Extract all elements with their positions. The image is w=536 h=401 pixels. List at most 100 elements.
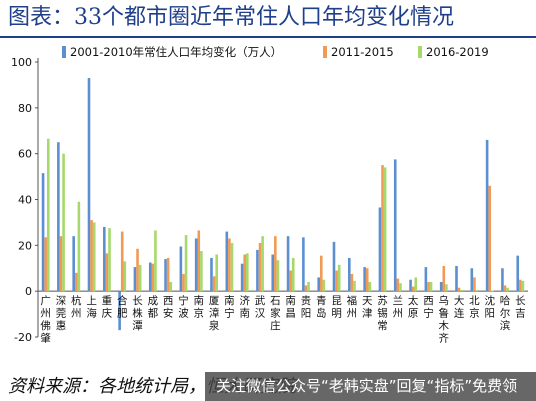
bar-series2-15 bbox=[258, 243, 262, 292]
bar-series2-17 bbox=[289, 270, 292, 292]
y-tick-label: -20 bbox=[14, 331, 32, 344]
bar-series3-12 bbox=[215, 254, 218, 292]
legend-swatch-2 bbox=[323, 46, 327, 58]
bar-series1-8 bbox=[148, 262, 152, 292]
category-label: 天津 bbox=[362, 295, 373, 320]
bar-series3-27 bbox=[445, 284, 448, 292]
bar-series2-29 bbox=[473, 277, 476, 292]
bar-series2-4 bbox=[90, 220, 93, 292]
bar-series2-23 bbox=[381, 165, 384, 292]
category-label: 西宁 bbox=[423, 295, 434, 320]
category-label: 苏锡常 bbox=[377, 294, 388, 332]
bar-series1-5 bbox=[103, 227, 106, 292]
category-label: 长吉 bbox=[515, 295, 526, 320]
bar-series3-28 bbox=[460, 290, 463, 292]
bar-series1-30 bbox=[485, 139, 489, 292]
legend-swatch-1 bbox=[62, 46, 66, 58]
bar-series2-3 bbox=[74, 272, 78, 292]
bar-series2-27 bbox=[442, 265, 446, 292]
legend-swatch-3 bbox=[418, 46, 422, 58]
legend-label-3: 2016-2019 bbox=[426, 45, 489, 59]
bar-series3-22 bbox=[368, 282, 372, 292]
category-label: 南宁 bbox=[224, 294, 235, 320]
bar-series1-17 bbox=[286, 236, 290, 292]
bar-series1-21 bbox=[348, 257, 351, 292]
bar-series2-18 bbox=[304, 285, 308, 292]
bar-series1-25 bbox=[409, 279, 412, 292]
category-label: 成都 bbox=[148, 295, 159, 320]
bar-series1-20 bbox=[332, 241, 336, 292]
bar-series3-18 bbox=[307, 282, 310, 292]
category-label: 大连 bbox=[454, 294, 465, 320]
bar-series1-26 bbox=[424, 267, 428, 292]
bar-series3-31 bbox=[506, 287, 509, 292]
wechat-overlay bbox=[205, 372, 536, 401]
bar-series1-28 bbox=[455, 265, 458, 292]
category-label: 南昌 bbox=[285, 294, 296, 320]
bar-series1-18 bbox=[302, 237, 305, 292]
bars-layer bbox=[41, 78, 525, 331]
bar-series1-23 bbox=[378, 207, 382, 292]
bar-series2-10 bbox=[182, 273, 185, 292]
category-label: 太原 bbox=[408, 294, 419, 320]
category-label: 上海 bbox=[86, 295, 97, 320]
bar-series3-2 bbox=[62, 153, 65, 292]
bar-series2-16 bbox=[274, 236, 277, 292]
bar-series2-24 bbox=[396, 278, 400, 292]
category-label: 济南 bbox=[239, 294, 250, 320]
category-label: 沈阳 bbox=[484, 294, 495, 320]
bar-series1-13 bbox=[225, 231, 229, 292]
legend-label-2: 2011-2015 bbox=[331, 45, 394, 59]
bar-series1-19 bbox=[317, 277, 320, 292]
bar-series2-28 bbox=[457, 287, 461, 292]
bar-series1-10 bbox=[179, 246, 183, 292]
bar-series3-11 bbox=[200, 251, 203, 292]
bar-series3-20 bbox=[337, 264, 341, 292]
category-label: 深莞惠 bbox=[56, 295, 67, 332]
category-label: 贵阳 bbox=[301, 294, 312, 320]
category-label: 南京 bbox=[194, 294, 205, 320]
category-label: 宁波 bbox=[178, 294, 189, 320]
bar-series2-22 bbox=[365, 268, 369, 292]
page-title: 图表：33个都市圈近年常住人口年均变化情况 bbox=[8, 5, 454, 30]
legend-label-1: 2001-2010年常住人口年均变化（万人） bbox=[70, 45, 282, 59]
bar-series1-22 bbox=[363, 267, 366, 292]
bar-series3-10 bbox=[184, 235, 188, 292]
category-label: 青岛 bbox=[316, 294, 327, 320]
bar-series2-32 bbox=[519, 279, 522, 292]
bar-series3-5 bbox=[108, 228, 111, 292]
category-label: 重庆 bbox=[102, 294, 113, 320]
bar-series3-3 bbox=[77, 201, 81, 292]
bar-series2-11 bbox=[197, 230, 201, 292]
bar-series2-14 bbox=[243, 254, 247, 292]
bar-series3-24 bbox=[399, 283, 402, 292]
category-label: 北京 bbox=[469, 295, 480, 320]
bar-series1-7 bbox=[133, 267, 137, 292]
category-label: 厦漳泉 bbox=[209, 295, 220, 332]
y-tick-label: 60 bbox=[18, 148, 32, 161]
bar-series2-19 bbox=[319, 255, 323, 292]
bar-series2-21 bbox=[350, 273, 354, 292]
bar-series1-9 bbox=[164, 259, 167, 292]
bar-series1-16 bbox=[271, 254, 275, 292]
category-label: 哈尔滨 bbox=[500, 294, 511, 332]
bar-series3-26 bbox=[429, 282, 433, 292]
bar-series3-6 bbox=[123, 261, 127, 292]
bar-series3-15 bbox=[261, 236, 264, 292]
bar-series1-12 bbox=[210, 257, 213, 292]
y-tick-label: 20 bbox=[18, 239, 32, 252]
bar-series1-6 bbox=[118, 291, 121, 331]
bar-series3-16 bbox=[276, 260, 280, 292]
bar-series3-1 bbox=[46, 138, 50, 292]
bar-series2-12 bbox=[212, 276, 216, 292]
bar-series3-7 bbox=[138, 264, 142, 292]
bar-series2-31 bbox=[503, 285, 507, 292]
bar-series1-15 bbox=[256, 249, 259, 292]
bar-series2-1 bbox=[44, 237, 47, 292]
bar-series3-29 bbox=[475, 290, 479, 292]
bar-series3-9 bbox=[169, 282, 173, 292]
bar-series3-14 bbox=[246, 253, 249, 292]
y-tick-label: 0 bbox=[25, 285, 32, 298]
category-label: 长株潭 bbox=[132, 295, 143, 332]
